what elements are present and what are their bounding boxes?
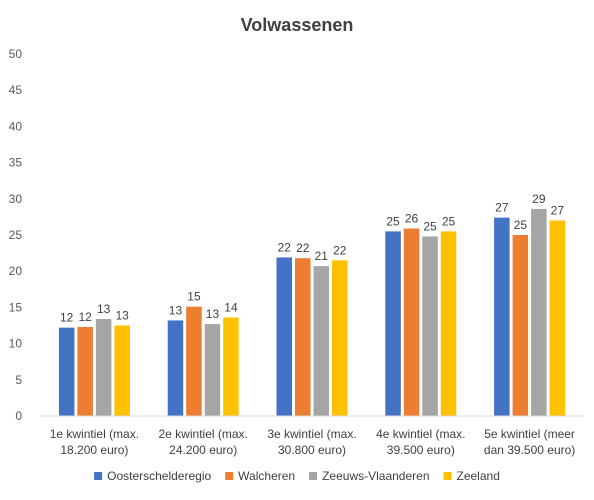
legend-swatch	[309, 472, 318, 480]
bar	[440, 231, 457, 416]
data-label: 15	[187, 290, 201, 304]
data-label: 12	[78, 310, 92, 324]
legend-label: Zeeuws-Vlaanderen	[322, 469, 429, 483]
x-tick-label: 24.200 euro)	[169, 443, 237, 457]
y-tick-label: 40	[9, 119, 23, 133]
y-tick-label: 15	[9, 300, 23, 314]
data-label: 14	[224, 301, 238, 315]
data-label: 22	[296, 241, 310, 255]
data-label: 21	[315, 249, 329, 263]
y-tick-label: 5	[15, 373, 22, 387]
legend-label: Oosterschelderegio	[107, 469, 211, 483]
bar	[167, 320, 184, 416]
bar	[223, 317, 239, 416]
x-tick-label: 5e kwintiel (meer	[484, 427, 575, 441]
bar	[531, 208, 547, 416]
data-label: 12	[60, 311, 74, 325]
data-label: 22	[278, 240, 292, 254]
bar	[549, 220, 566, 416]
data-label: 25	[423, 219, 437, 233]
bar	[295, 258, 311, 416]
bar	[276, 257, 292, 416]
bar	[204, 324, 221, 416]
data-label: 29	[532, 192, 546, 206]
y-tick-label: 10	[9, 337, 23, 351]
bar-group	[58, 208, 566, 416]
data-label: 25	[386, 214, 400, 228]
bar	[385, 231, 401, 416]
bar	[512, 235, 529, 416]
x-tick-label: 1e kwintiel (max.	[50, 427, 139, 441]
y-axis: 0 5 10 15 20 25 30 35 40 45 50	[9, 47, 23, 423]
bar	[332, 260, 348, 416]
x-tick-label: 30.800 euro)	[278, 443, 346, 457]
x-tick-label: dan 39.500 euro)	[484, 443, 575, 457]
x-tick-label: 39.500 euro)	[387, 443, 455, 457]
x-tick-label: 4e kwintiel (max.	[376, 427, 465, 441]
data-label: 13	[206, 307, 220, 321]
bar	[95, 318, 112, 416]
x-tick-label: 2e kwintiel (max.	[159, 427, 248, 441]
bar	[494, 217, 510, 416]
data-label: 13	[115, 309, 129, 323]
legend-swatch	[225, 472, 234, 480]
data-label: 27	[495, 201, 509, 215]
y-tick-label: 25	[9, 228, 23, 242]
y-tick-label: 0	[15, 409, 22, 423]
legend-label: Zeeland	[457, 469, 500, 483]
bar	[77, 326, 93, 416]
y-tick-label: 20	[9, 264, 23, 278]
data-label: 22	[333, 243, 347, 257]
bar	[403, 228, 420, 416]
data-label-group: 12 12 13 13 13 15 13 14 22 22 21 22 25 26 25 25 27 25 29 27	[60, 192, 564, 325]
y-tick-label: 35	[9, 156, 23, 170]
x-tick-label: 18.200 euro)	[60, 443, 128, 457]
data-label: 25	[442, 214, 456, 228]
x-tick-label: 3e kwintiel (max.	[267, 427, 356, 441]
bar	[186, 306, 202, 416]
legend-swatch	[443, 472, 452, 480]
legend-swatch	[94, 472, 103, 480]
x-axis: 1e kwintiel (max. 18.200 euro) 2e kwintiel…	[40, 415, 584, 457]
legend-label: Walcheren	[238, 469, 295, 483]
data-label: 25	[514, 218, 528, 232]
bar	[313, 266, 329, 416]
bar	[58, 327, 75, 416]
data-label: 13	[169, 303, 183, 317]
y-tick-label: 45	[9, 83, 23, 97]
y-tick-label: 30	[9, 192, 23, 206]
legend: Oosterschelderegio Walcheren Zeeuws-Vlaand…	[94, 469, 500, 483]
data-label: 26	[405, 211, 419, 225]
bar	[422, 236, 438, 416]
y-tick-label: 50	[9, 47, 23, 61]
data-label: 27	[551, 204, 565, 218]
chart-title: Volwassenen	[241, 15, 354, 35]
bar	[114, 325, 130, 416]
data-label: 13	[97, 302, 111, 316]
